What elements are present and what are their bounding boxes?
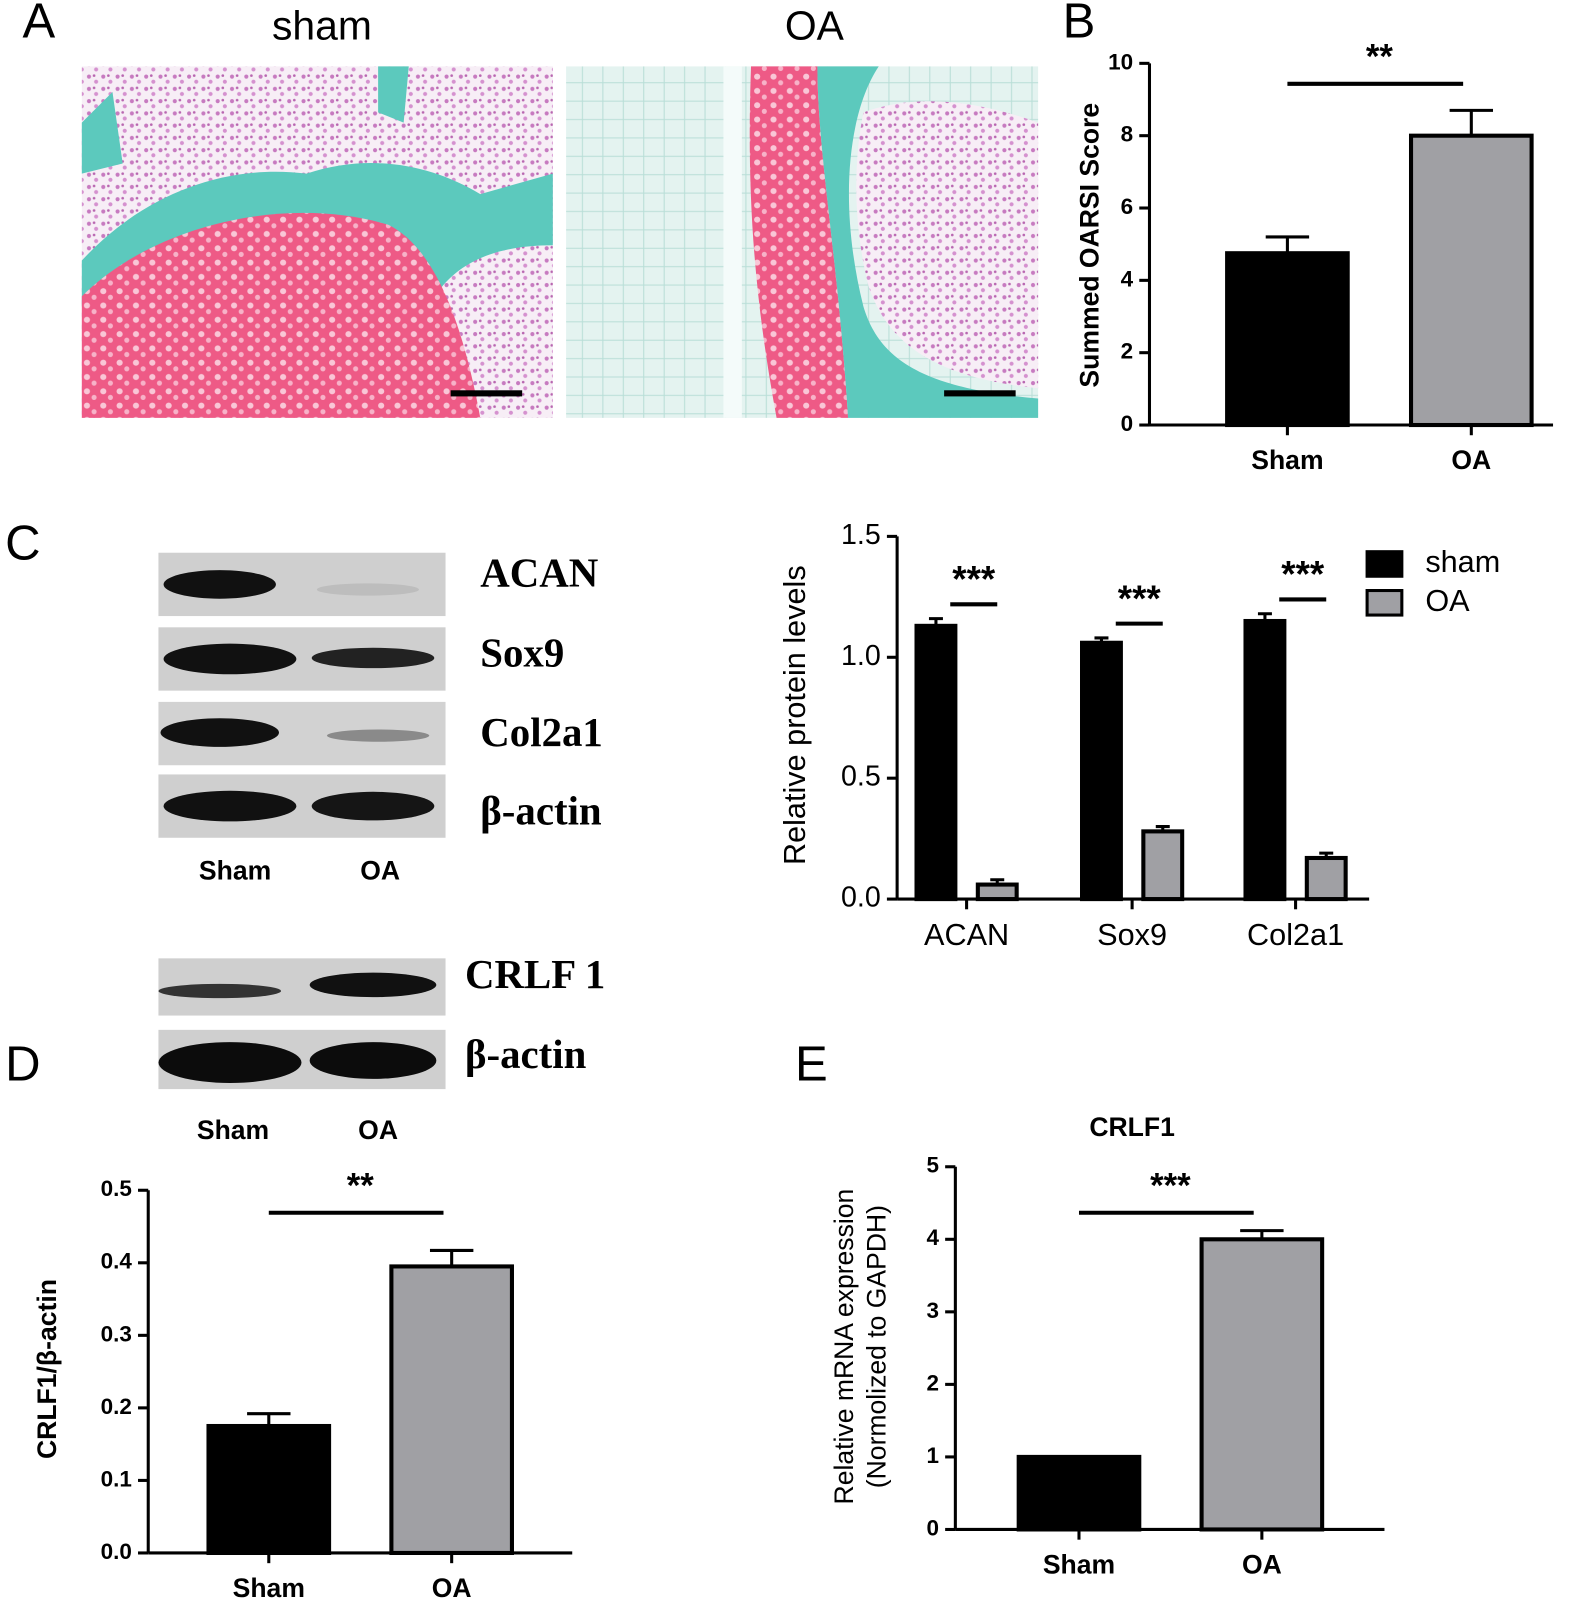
error-bar: [1094, 636, 1109, 643]
y-axis-label: CRLF1/β-actin: [32, 1279, 62, 1459]
x-tick-label: Sox9: [1097, 918, 1167, 952]
significance-label: **: [347, 1167, 375, 1205]
chart-title: CRLF1: [1089, 1112, 1175, 1142]
image-label: sham: [272, 2, 372, 48]
y-tick-label: 1.5: [841, 519, 881, 551]
error-bar: [247, 1412, 291, 1427]
bar: [206, 1423, 332, 1556]
blot-label: CRLF 1: [465, 952, 605, 997]
y-tick-label: 4: [1121, 266, 1134, 291]
bar: [1141, 829, 1185, 902]
lane-label: OA: [360, 856, 400, 886]
bar: [975, 882, 1019, 902]
significance-label: ***: [1150, 1167, 1191, 1205]
y-tick-label: 0.4: [101, 1249, 133, 1274]
blot-label: Sox9: [480, 630, 564, 675]
legend-swatch: [1365, 589, 1404, 617]
x-tick-label: Col2a1: [1247, 918, 1344, 952]
y-axis-label: Summed OARSI Score: [1074, 103, 1104, 388]
bar: [389, 1264, 514, 1556]
y-tick-label: 5: [927, 1153, 940, 1178]
error-bar: [429, 1248, 474, 1267]
y-tick-label: 1.0: [841, 640, 881, 672]
bar: [1304, 855, 1348, 902]
bar: [1225, 251, 1350, 428]
significance-label: **: [1366, 38, 1394, 76]
error-bar: [1449, 108, 1494, 136]
lane-label: Sham: [199, 856, 271, 886]
y-tick-label: 3: [927, 1298, 940, 1323]
y-tick-label: 0.5: [841, 761, 881, 793]
y-tick-label: 0.3: [101, 1321, 132, 1346]
histology-sham: [81, 66, 553, 418]
bar: [1408, 133, 1534, 428]
y-tick-label: 2: [1121, 339, 1134, 364]
error-bar: [1240, 1229, 1284, 1240]
histology-oa: [566, 66, 1039, 418]
y-tick-label: 10: [1108, 49, 1133, 74]
blot-label: ACAN: [480, 551, 598, 596]
error-bar: [1257, 612, 1272, 622]
x-tick-label: OA: [1451, 445, 1491, 475]
y-tick-label: 0: [1121, 411, 1134, 436]
y-axis-label: Relative protein levels: [778, 565, 812, 865]
legend-label: OA: [1425, 584, 1470, 618]
y-tick-label: 0.0: [101, 1539, 132, 1564]
blot-label: β-actin: [465, 1032, 587, 1077]
bar: [914, 623, 958, 902]
panel-letter: C: [5, 517, 40, 571]
image-label: OA: [785, 2, 845, 48]
x-tick-label: OA: [1242, 1549, 1282, 1579]
legend-label: sham: [1425, 545, 1500, 579]
y-tick-label: 4: [927, 1225, 940, 1250]
legend-swatch: [1365, 550, 1404, 578]
significance-label: ***: [952, 559, 996, 600]
bar: [1199, 1237, 1325, 1532]
panel-letter: A: [23, 0, 56, 48]
panel-letter: D: [5, 1038, 40, 1092]
y-tick-label: 0.0: [841, 882, 881, 914]
y-tick-label: 0.2: [101, 1394, 132, 1419]
x-tick-label: ACAN: [924, 918, 1009, 952]
y-tick-label: 2: [927, 1370, 940, 1395]
x-tick-label: Sham: [1043, 1549, 1115, 1579]
lane-label: OA: [358, 1115, 398, 1145]
blot-c: [158, 552, 446, 838]
x-tick-label: OA: [432, 1573, 472, 1602]
bar: [1243, 618, 1287, 902]
lane-label: Sham: [197, 1115, 269, 1145]
significance-label: ***: [1281, 554, 1325, 595]
blot-d: [158, 958, 446, 1090]
error-bar: [1155, 825, 1170, 832]
y-tick-label: 0: [927, 1515, 940, 1540]
x-tick-label: Sham: [1251, 445, 1323, 475]
y-tick-label: 1: [927, 1443, 940, 1468]
y-axis-label: Relative mRNA expression: [829, 1189, 859, 1505]
bar: [1016, 1454, 1142, 1532]
y-tick-label: 8: [1121, 122, 1134, 147]
panel-letter: E: [795, 1038, 828, 1092]
y-tick-label: 0.1: [101, 1466, 132, 1491]
y-tick-label: 0.5: [101, 1176, 132, 1201]
error-bar: [1319, 851, 1334, 858]
x-tick-label: Sham: [233, 1573, 305, 1602]
y-axis-label: (Normolized to GAPDH): [862, 1205, 892, 1488]
error-bar: [928, 617, 943, 626]
error-bar: [1265, 235, 1310, 254]
error-bar: [990, 878, 1005, 885]
panel-letter: B: [1063, 0, 1096, 48]
significance-label: ***: [1118, 578, 1162, 619]
blot-label: β-actin: [480, 789, 602, 834]
bar: [1080, 640, 1123, 902]
blot-label: Col2a1: [480, 710, 603, 755]
y-tick-label: 6: [1121, 194, 1134, 219]
